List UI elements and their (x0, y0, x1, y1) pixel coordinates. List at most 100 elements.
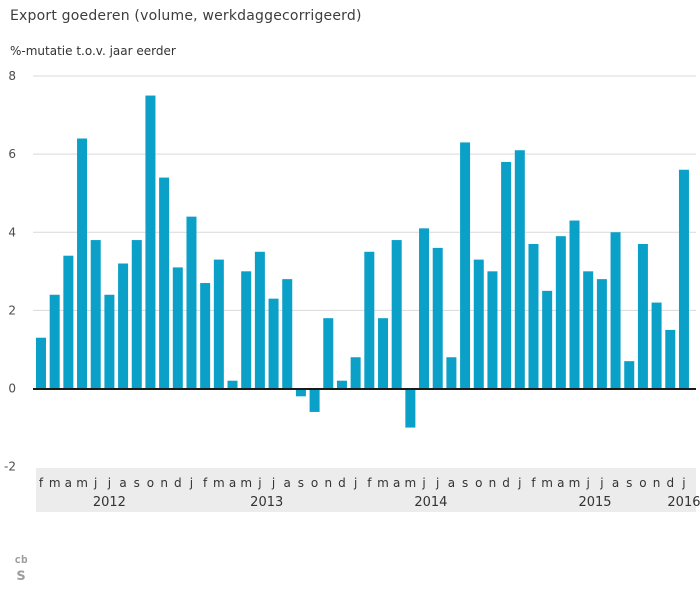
bar-10-d (172, 267, 183, 389)
x-year-label-2012: 2012 (93, 495, 126, 510)
x-month-label-33: n (489, 476, 497, 490)
x-month-label-7: s (134, 476, 140, 490)
bar-35-j (514, 150, 525, 389)
bar-27-m (405, 388, 416, 428)
y-tick-label-6: 6 (8, 147, 16, 161)
bar-44-o (637, 243, 648, 389)
bar-42-a (610, 232, 621, 389)
bar-37-m (542, 290, 553, 389)
bar-1-m (49, 294, 60, 389)
x-month-label-47: j (681, 476, 685, 490)
bar-47-j (678, 169, 689, 389)
bar-2-a (63, 255, 74, 389)
bar-0-f (36, 337, 46, 389)
y-tick-label-4: 4 (8, 225, 16, 239)
x-year-label-2013: 2013 (250, 495, 283, 510)
bar-28-j (419, 228, 430, 389)
x-month-label-18: a (284, 476, 291, 490)
x-month-label-25: m (377, 476, 389, 490)
bar-23-j (350, 357, 361, 389)
bar-24-f (364, 251, 375, 389)
bar-39-m (569, 220, 580, 389)
x-month-label-17: j (271, 476, 275, 490)
x-month-label-26: a (393, 476, 400, 490)
x-month-label-2: a (65, 476, 72, 490)
bar-8-o (145, 95, 156, 389)
x-month-label-35: j (517, 476, 521, 490)
chart-subtitle: %-mutatie t.o.v. jaar eerder (10, 44, 176, 58)
bar-30-a (446, 357, 457, 389)
x-month-label-28: j (421, 476, 425, 490)
x-month-label-19: s (298, 476, 304, 490)
bar-16-j (254, 251, 265, 389)
bar-29-j (432, 247, 443, 389)
bar-41-j (596, 279, 607, 389)
x-month-label-44: o (639, 476, 646, 490)
bar-21-n (323, 318, 334, 389)
x-month-label-10: d (174, 476, 182, 490)
x-month-label-40: j (586, 476, 590, 490)
x-month-label-36: f (531, 476, 536, 490)
x-month-label-34: d (502, 476, 510, 490)
x-month-label-30: a (448, 476, 455, 490)
x-month-label-27: m (405, 476, 417, 490)
bar-32-o (473, 259, 484, 389)
y-tick-label--2: -2 (4, 460, 16, 474)
x-month-label-6: a (119, 476, 126, 490)
x-month-label-21: n (324, 476, 332, 490)
bar-18-a (282, 279, 293, 389)
cbs-logo-text-cb: cb (14, 553, 28, 566)
bar-12-f (200, 283, 211, 389)
x-month-label-4: j (93, 476, 97, 490)
bar-4-j (90, 240, 101, 389)
bar-3-m (77, 138, 88, 389)
x-month-label-38: a (557, 476, 564, 490)
x-year-label-2015: 2015 (578, 495, 611, 510)
cbs-logo-text-s: s (16, 565, 26, 584)
bar-43-s (624, 361, 635, 389)
bar-36-f (528, 243, 539, 389)
x-month-label-42: a (612, 476, 619, 490)
x-month-label-1: m (49, 476, 61, 490)
x-year-label-2014: 2014 (414, 495, 447, 510)
x-month-label-8: o (147, 476, 154, 490)
x-month-label-37: m (541, 476, 553, 490)
bar-33-n (487, 271, 498, 389)
x-month-label-15: m (240, 476, 252, 490)
bar-38-a (555, 236, 566, 389)
bar-34-d (501, 161, 512, 389)
x-month-label-46: d (666, 476, 674, 490)
y-tick-label-0: 0 (8, 382, 16, 396)
bar-15-m (241, 271, 252, 389)
x-month-label-13: m (213, 476, 225, 490)
bar-17-j (268, 298, 279, 389)
x-month-label-23: j (353, 476, 357, 490)
bar-31-s (460, 142, 471, 389)
x-month-label-5: j (107, 476, 111, 490)
x-month-label-43: s (626, 476, 632, 490)
x-month-label-0: f (39, 476, 44, 490)
y-tick-label-2: 2 (8, 303, 16, 317)
bar-46-d (665, 329, 676, 389)
x-month-label-12: f (203, 476, 208, 490)
x-axis-band (36, 468, 696, 512)
x-month-label-22: d (338, 476, 346, 490)
y-tick-label-8: 8 (8, 69, 16, 83)
bar-45-n (651, 302, 662, 389)
bar-5-j (104, 294, 115, 389)
bar-13-m (213, 259, 224, 389)
bar-40-j (583, 271, 594, 389)
bar-26-a (391, 240, 402, 389)
x-year-label-2016: 2016 (667, 495, 700, 510)
x-month-label-14: a (229, 476, 236, 490)
bar-25-m (378, 318, 388, 389)
x-month-label-29: j (435, 476, 439, 490)
x-month-label-20: o (311, 476, 318, 490)
x-month-label-32: o (475, 476, 482, 490)
bar-20-o (309, 388, 320, 412)
bar-11-j (186, 216, 197, 389)
bar-7-s (131, 240, 142, 389)
x-month-label-11: j (189, 476, 193, 490)
